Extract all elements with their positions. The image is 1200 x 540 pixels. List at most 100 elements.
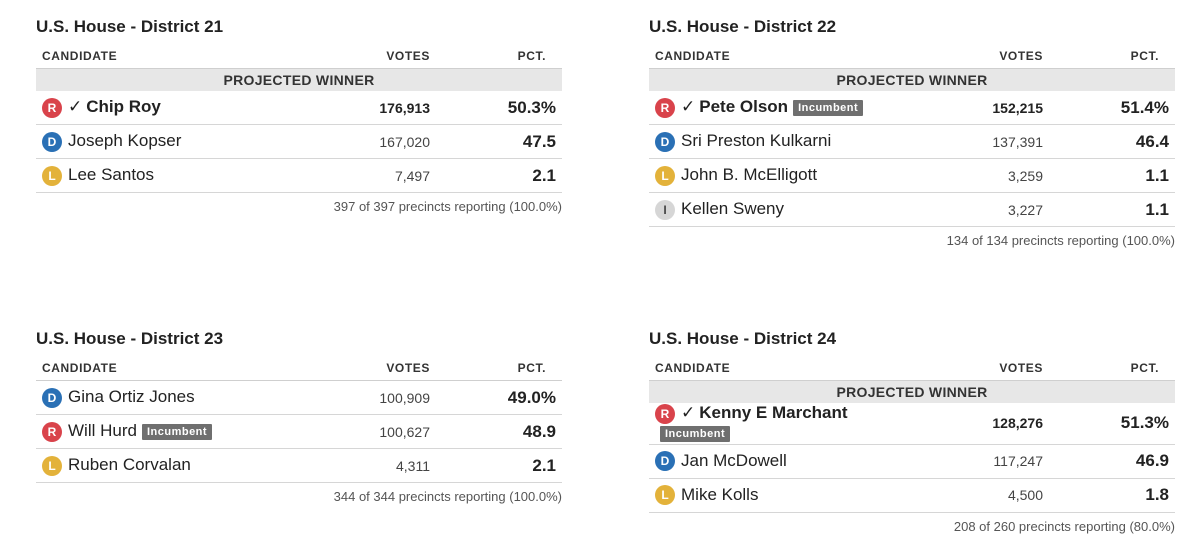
vote-percent: 51.4% (1043, 91, 1175, 125)
candidate-row: D Gina Ortiz Jones 100,909 49.0% (36, 380, 562, 415)
checkmark-icon: ✓ (681, 97, 696, 117)
candidate-name: Kenny E Marchant (699, 403, 848, 422)
pct-header: PCT. (1130, 361, 1159, 375)
candidate-row: L Ruben Corvalan 4,311 2.1 (36, 448, 562, 483)
incumbent-badge: Incumbent (793, 99, 864, 116)
party-badge-democrat: D (655, 131, 675, 152)
race-district-24: U.S. House - District 24 CANDIDATE VOTES… (649, 326, 1175, 534)
precincts-reporting: 134 of 134 precincts reporting (100.0%) (946, 233, 1175, 248)
candidate-row: D Sri Preston Kulkarni 137,391 46.4 (649, 124, 1175, 159)
precincts-reporting: 344 of 344 precincts reporting (100.0%) (333, 489, 562, 504)
pct-header: PCT. (517, 361, 546, 375)
race-title: U.S. House - District 23 (36, 329, 224, 348)
precincts-reporting: 208 of 260 precincts reporting (80.0%) (953, 518, 1175, 534)
candidate-name: Will Hurd (68, 421, 137, 441)
race-district-23: U.S. House - District 23 CANDIDATE VOTES… (36, 326, 562, 504)
candidate-row: R ✓ Chip Roy 176,913 50.3% (36, 91, 562, 125)
incumbent-badge: Incumbent (141, 423, 213, 440)
vote-count: 100,627 (314, 414, 430, 449)
vote-percent: 48.9 (430, 414, 562, 449)
candidate-row: I Kellen Sweny 3,227 1.1 (649, 192, 1175, 227)
party-badge-libertarian: L (42, 455, 62, 476)
vote-percent: 2.1 (430, 158, 562, 193)
candidate-header: CANDIDATE (42, 49, 118, 63)
race-district-22: U.S. House - District 22 CANDIDATE VOTES… (649, 14, 1175, 248)
candidate-header: CANDIDATE (655, 361, 731, 375)
candidate-row: D Joseph Kopser 167,020 47.5 (36, 124, 562, 159)
party-badge-republican: R (42, 97, 62, 118)
vote-count: 4,311 (314, 448, 430, 483)
checkmark-icon: ✓ (68, 97, 83, 117)
projected-winner-banner: PROJECTED WINNER (36, 68, 562, 91)
precincts-reporting: 397 of 397 precincts reporting (100.0%) (333, 199, 562, 214)
party-badge-republican: R (655, 403, 675, 424)
candidate-name: Ruben Corvalan (68, 455, 191, 475)
vote-count: 7,497 (314, 158, 430, 193)
race-title: U.S. House - District 24 (649, 329, 837, 348)
votes-header: VOTES (999, 49, 1043, 63)
incumbent-badge: Incumbent (660, 426, 731, 443)
vote-percent: 1.8 (1043, 478, 1175, 513)
results-table: CANDIDATE VOTES PCT. PROJECTED WINNER R ✓… (36, 44, 562, 193)
candidate-name: Joseph Kopser (68, 131, 182, 151)
party-badge-democrat: D (655, 451, 675, 472)
candidate-row: L Lee Santos 7,497 2.1 (36, 158, 562, 193)
vote-count: 128,276 (927, 403, 1043, 445)
candidate-row: L Mike Kolls 4,500 1.8 (649, 478, 1175, 513)
party-badge-independent: I (655, 199, 675, 220)
party-badge-republican: R (655, 97, 675, 118)
vote-count: 100,909 (314, 380, 430, 415)
vote-count: 137,391 (927, 124, 1043, 159)
vote-count: 4,500 (927, 478, 1043, 513)
party-badge-libertarian: L (42, 165, 62, 186)
party-badge-libertarian: L (655, 165, 675, 186)
candidate-name: Kellen Sweny (681, 199, 785, 219)
votes-header: VOTES (999, 361, 1043, 375)
vote-percent: 50.3% (430, 91, 562, 125)
party-badge-libertarian: L (655, 485, 675, 506)
projected-winner-banner: PROJECTED WINNER (649, 68, 1175, 91)
votes-header: VOTES (386, 361, 430, 375)
vote-percent: 1.1 (1043, 158, 1175, 193)
vote-percent: 47.5 (430, 124, 562, 159)
vote-percent: 1.1 (1043, 192, 1175, 227)
checkmark-icon: ✓ (681, 403, 696, 422)
votes-header: VOTES (386, 49, 430, 63)
candidate-header: CANDIDATE (42, 361, 118, 375)
pct-header: PCT. (517, 49, 546, 63)
race-title: U.S. House - District 22 (649, 17, 837, 36)
vote-count: 167,020 (314, 124, 430, 159)
party-badge-democrat: D (42, 131, 62, 152)
party-badge-republican: R (42, 421, 62, 442)
race-title: U.S. House - District 21 (36, 17, 224, 36)
race-district-21: U.S. House - District 21 CANDIDATE VOTES… (36, 14, 562, 214)
candidate-name: Gina Ortiz Jones (68, 387, 195, 407)
candidate-name: Mike Kolls (681, 484, 759, 504)
vote-count: 3,259 (927, 158, 1043, 193)
candidate-row: R Will Hurd Incumbent 100,627 48.9 (36, 414, 562, 449)
candidate-name: Sri Preston Kulkarni (681, 131, 832, 151)
pct-header: PCT. (1130, 49, 1159, 63)
candidate-row: L John B. McElligott 3,259 1.1 (649, 158, 1175, 193)
vote-percent: 46.9 (1043, 444, 1175, 479)
vote-percent: 49.0% (430, 380, 562, 415)
vote-percent: 2.1 (430, 448, 562, 483)
results-table: CANDIDATE VOTES PCT. D Gina Ortiz Jones 1… (36, 356, 562, 483)
candidate-name: Jan McDowell (681, 450, 787, 470)
candidate-row: R ✓ Pete Olson Incumbent 152,215 51.4% (649, 91, 1175, 125)
candidate-name: Lee Santos (68, 165, 155, 185)
vote-percent: 46.4 (1043, 124, 1175, 159)
vote-percent: 51.3% (1043, 403, 1175, 445)
candidate-row: D Jan McDowell 117,247 46.9 (649, 444, 1175, 479)
vote-count: 152,215 (927, 91, 1043, 125)
party-badge-democrat: D (42, 387, 62, 408)
candidate-header: CANDIDATE (655, 49, 731, 63)
results-table: CANDIDATE VOTES PCT. PROJECTED WINNER R ✓… (649, 44, 1175, 227)
candidate-name: John B. McElligott (681, 165, 818, 185)
vote-count: 3,227 (927, 192, 1043, 227)
results-table: CANDIDATE VOTES PCT. PROJECTED WINNER R ✓… (649, 356, 1175, 513)
vote-count: 176,913 (314, 91, 430, 125)
candidate-name: Pete Olson (699, 97, 789, 117)
vote-count: 117,247 (927, 444, 1043, 479)
candidate-row: R ✓ Kenny E Marchant Incumbent 128,276 51.3… (649, 403, 1175, 445)
